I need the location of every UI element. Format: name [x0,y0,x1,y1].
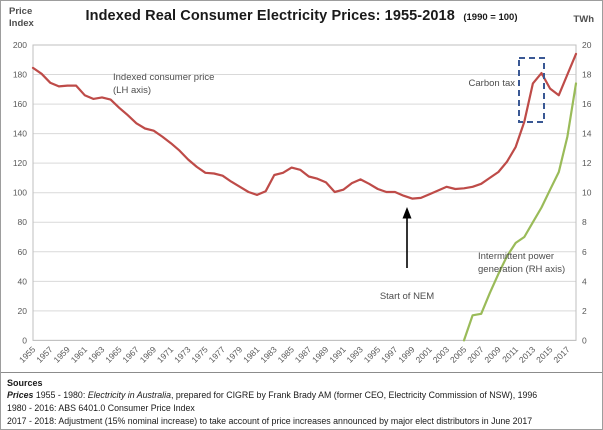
right-axis-tick-label: 2 [582,306,587,316]
left-axis-tick-label: 140 [13,129,27,139]
left-axis-tick-label: 20 [18,306,28,316]
start-of-nem-arrow [402,207,412,268]
x-axis-tick-label: 2011 [500,344,520,364]
x-axis-tick-label: 2001 [413,344,434,365]
x-axis-tick-label: 1989 [310,344,331,365]
series-generation-line [462,82,578,342]
x-axis-tick-label: 2017 [551,344,572,365]
left-axis-tick-label: 80 [18,217,28,227]
annotation-indexed-consumer-price: Indexed consumer price (LH axis) [113,72,215,96]
sources-line1-pub: Electricity in Australia [87,390,171,400]
x-axis-tick-label: 1977 [207,344,228,365]
generated-chart-layer: 0 20 40 60 80 100 120 140 160 180 200 0 2 4 6 8 10 12 14 16… [13,40,592,365]
x-axis-tick-label: 1975 [189,344,210,365]
sources-block: Sources Prices 1955 - 1980: Electricity … [1,373,602,429]
x-axis-tick-label: 1967 [120,344,141,365]
price-generation-chart: 0 20 40 60 80 100 120 140 160 180 200 0 2 4 6 8 10 12 14 16… [13,40,592,365]
sources-line-3: 2017 - 2018: Adjustment (15% nominal inc… [7,416,533,426]
left-axis-tick-label: 160 [13,99,27,109]
x-axis-tick-label: 1973 [172,344,193,365]
right-axis-tick-label: 10 [582,188,592,198]
right-axis-tick-label: 6 [582,247,587,257]
x-axis-tick-label: 1993 [344,344,365,365]
x-axis-tick-label: 2013 [517,344,538,365]
right-axis-tick-label: 12 [582,158,592,168]
right-axis-tick-label: 14 [582,129,592,139]
chart-title: Indexed Real Consumer Electricity Prices… [1,7,602,25]
right-axis-tick-label: 4 [582,276,587,286]
x-axis-tick-label: 1957 [34,344,55,365]
left-axis-tick-label: 120 [13,158,27,168]
left-axis-tick-label: 60 [18,247,28,257]
left-axis-tick-label: 200 [13,40,27,50]
x-axis-tick-label: 1963 [86,344,107,365]
right-axis-tick-label: 20 [582,40,592,50]
x-axis-tick-label: 1971 [155,344,176,365]
right-axis-title: TWh [573,14,594,25]
sources-heading: Sources [7,378,43,388]
right-axis-tick-label: 0 [582,335,587,345]
left-axis-tick-label: 0 [22,335,27,345]
annotation-start-of-nem: Start of NEM [379,291,435,302]
left-axis-tick-label: 180 [13,70,27,80]
chart-title-main: Indexed Real Consumer Electricity Prices… [85,8,455,24]
left-axis-title-line2: Index [9,18,34,29]
plot-border [32,44,577,341]
carbon-tax-highlight-box [518,57,545,123]
annotation-intermittent-generation: Intermittent power generation (RH axis) [478,251,566,275]
x-axis-tick-label: 1959 [51,344,72,365]
right-axis-tick-label: 16 [582,99,592,109]
left-axis-tick-label: 40 [18,276,28,286]
annotation-carbon-tax: Carbon tax [468,78,515,89]
left-axis-title: Price Index [9,6,34,30]
sources-line1-prices: Prices [7,390,34,400]
x-axis-tick-label: 1995 [362,344,383,365]
x-axis-tick-label: 2015 [534,344,555,365]
x-axis-tick-label: 1997 [379,344,400,365]
x-axis-tick-label: 1969 [138,344,159,365]
x-axis-tick-label: 1979 [224,344,245,365]
chart-panel: Indexed Real Consumer Electricity Prices… [1,1,602,373]
left-axis-title-line1: Price [9,6,33,17]
x-axis-tick-label: 1983 [258,344,279,365]
left-axis-tick-label: 100 [13,188,27,198]
x-axis-tick-label: 1991 [327,344,348,365]
x-axis-tick-label: 2007 [465,344,486,365]
series-price-line [31,52,578,200]
x-axis-tick-label: 1987 [293,344,314,365]
x-axis-tick-label: 1985 [276,344,297,365]
sources-line1-range: 1955 - 1980: [33,390,88,400]
x-axis-tick-label: 1999 [396,344,417,365]
x-axis-tick-label: 2003 [431,344,452,365]
sources-line-1: Prices 1955 - 1980: Electricity in Austr… [7,389,596,402]
x-axis-tick-label: 1955 [17,344,38,365]
x-axis-tick-label: 1965 [103,344,124,365]
x-axis-tick-label: 2009 [482,344,503,365]
x-axis-tick-label: 1981 [241,344,262,365]
right-axis-tick-label: 8 [582,217,587,227]
sources-line1-rest: , prepared for CIGRE by Frank Brady AM (… [171,390,538,400]
x-axis-tick-label: 2005 [448,344,469,365]
x-axis-tick-label: 1961 [69,344,90,365]
right-axis-tick-label: 18 [582,70,592,80]
chart-title-suffix: (1990 = 100) [463,12,518,23]
sources-line-2: 1980 - 2016: ABS 6401.0 Consumer Price I… [7,403,195,413]
